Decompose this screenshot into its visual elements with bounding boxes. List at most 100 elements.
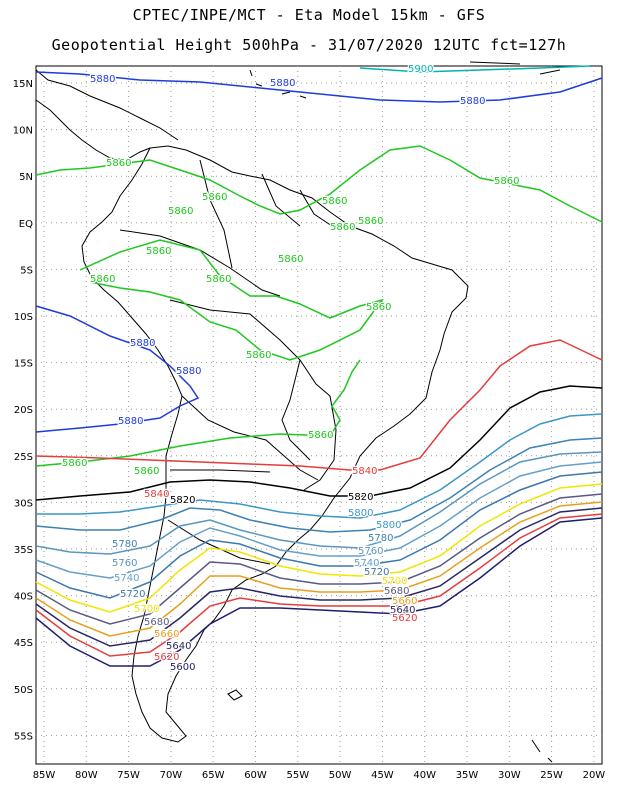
contour-label-5860: 5860 [278,254,303,265]
longitude-tick-label: 55W [286,770,309,781]
longitude-tick-label: 40W [413,770,436,781]
contour-label-5880: 5880 [176,366,201,377]
contour-5640 [35,507,603,647]
south-america-coast [81,145,469,743]
latitude-tick-label: 30S [14,498,33,509]
contour-label-5720: 5720 [120,589,145,600]
contour-5620 [35,513,603,657]
contour-label-5780: 5780 [112,539,137,550]
contour-label-5700: 5700 [382,576,407,587]
contour-5760 [35,451,603,555]
latitude-tick-label: 5S [20,265,33,276]
latitude-tick-label: EQ [19,219,33,230]
contour-5880-west [35,305,200,433]
contour-label-5640: 5640 [390,605,415,616]
contour-5900 [359,65,591,73]
contour-label-5880: 5880 [90,74,115,85]
contour-label-5820: 5820 [170,495,195,506]
contour-label-5860: 5860 [358,216,383,227]
longitude-tick-label: 75W [117,770,140,781]
contour-5720 [35,471,603,599]
contour-label-5860: 5860 [62,458,87,469]
south-georgia [531,739,553,763]
contour-label-5620: 5620 [154,652,179,663]
map-subtitle: Geopotential Height 500hPa - 31/07/2020 … [51,36,567,54]
contour-label-5840: 5840 [352,466,377,477]
contour-label-5860: 5860 [168,206,193,217]
longitude-tick-label: 20W [583,770,606,781]
longitude-tick-label: 25W [540,770,563,781]
contour-label-5860: 5860 [134,466,159,477]
latitude-tick-label: 20S [14,405,33,416]
contour-label-5860: 5860 [330,222,355,233]
contour-5840 [35,339,603,471]
contour-label-5860: 5860 [202,192,227,203]
coastlines [35,61,561,763]
latitude-tick-label: 40S [14,592,33,603]
contour-5800 [36,413,603,519]
contour-label-5860: 5860 [146,246,171,257]
contour-label-5860: 5860 [308,430,333,441]
map-frame [35,65,603,765]
contour-5660 [35,501,603,637]
contour-label-5700: 5700 [134,604,159,615]
contour-label-5780: 5780 [368,533,393,544]
contour-label-5860: 5860 [246,350,271,361]
longitude-tick-label: 50W [329,770,352,781]
contour-label-5860: 5860 [494,176,519,187]
latitude-tick-label: 50S [14,685,33,696]
longitude-tick-label: 70W [160,770,183,781]
contour-label-5840: 5840 [144,489,169,500]
contour-5820 [35,385,603,501]
contour-label-5880: 5880 [130,338,155,349]
contour-5700 [35,483,603,613]
contour-label-5740: 5740 [354,558,379,569]
contour-5860-south [35,359,361,467]
longitude-tick-label: 65W [202,770,225,781]
contour-5740 [35,461,603,579]
latitude-tick-label: 10N [13,126,33,137]
contour-label-5740: 5740 [114,573,139,584]
contour-label-5880: 5880 [270,78,295,89]
contour-label-5680: 5680 [384,586,409,597]
falklands [227,689,243,701]
axis-ticks: 15N 10N 5N EQ 5S 10S 15S 20S 25S 30S 35S 40S 45S 50S 5… [13,79,606,781]
contour-5860-interior [79,239,384,361]
contour-label-5660: 5660 [154,629,179,640]
longitude-tick-label: 30W [498,770,521,781]
contour-label-5660: 5660 [392,596,417,607]
central-america-coast-north [35,69,179,141]
latitude-tick-label: 55S [14,731,33,742]
caribbean-islands [249,61,561,99]
latitude-tick-label: 35S [14,545,33,556]
latitude-tick-label: 45S [14,638,33,649]
geopotential-contours [35,65,603,667]
contour-5880-north [35,71,603,103]
contour-label-5680: 5680 [144,617,169,628]
contour-label-5860: 5860 [90,274,115,285]
contour-label-5640: 5640 [166,641,191,652]
contour-label-5820: 5820 [348,492,373,503]
contour-5780 [35,437,603,533]
contour-label-5720: 5720 [364,567,389,578]
map-title: CPTEC/INPE/MCT - Eta Model 15km - GFS [132,6,486,24]
contour-label-5880: 5880 [118,416,143,427]
latitude-tick-label: 5N [19,172,33,183]
contour-label-5620: 5620 [392,613,417,624]
latitude-tick-label: 10S [14,312,33,323]
contour-label-5760: 5760 [112,558,137,569]
contour-label-5800: 5800 [348,508,373,519]
longitude-tick-label: 45W [371,770,394,781]
longitude-tick-label: 85W [33,770,56,781]
contour-label-5600: 5600 [170,662,195,673]
contour-label-5800: 5800 [376,520,401,531]
contour-5860-tropics [35,145,603,223]
contour-label-5860: 5860 [366,302,391,313]
contour-label-5860: 5860 [206,274,231,285]
contour-label-5760: 5760 [358,546,383,557]
latitude-tick-label: 25S [14,452,33,463]
longitude-tick-label: 35W [456,770,479,781]
longitude-tick-label: 80W [75,770,98,781]
